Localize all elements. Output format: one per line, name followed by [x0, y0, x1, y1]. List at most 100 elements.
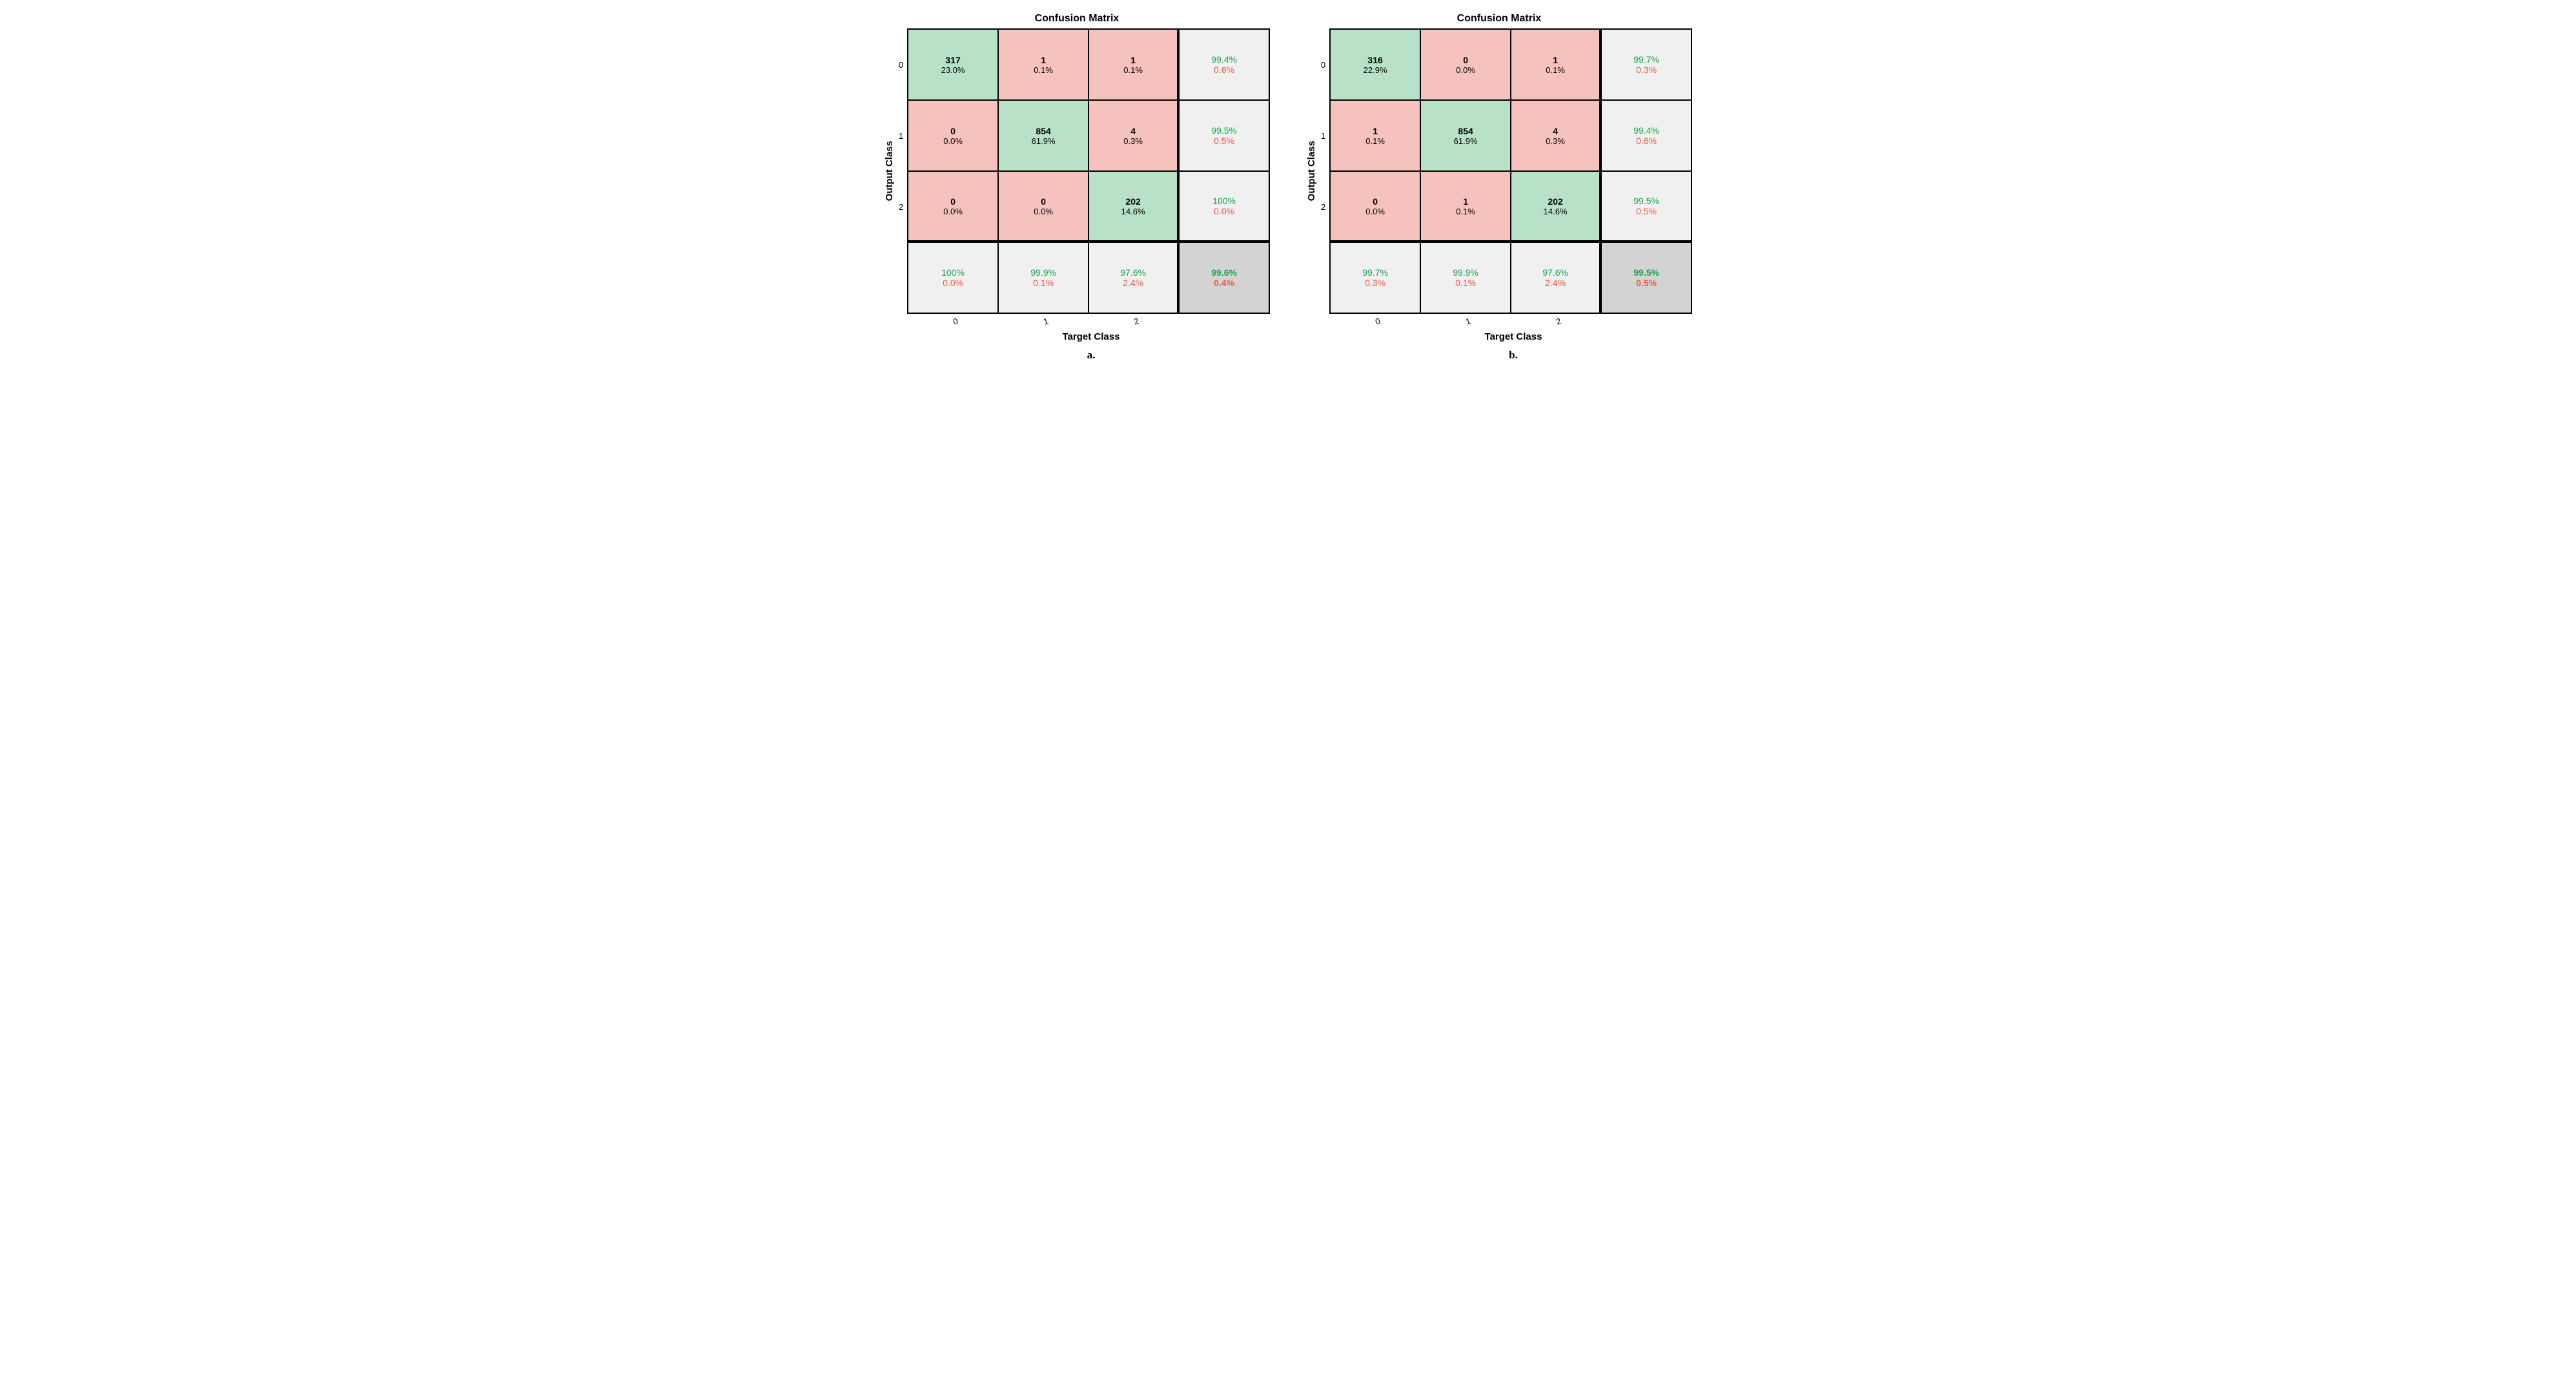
cell-percent: 14.6%: [1121, 207, 1145, 216]
cell-count: 1: [1463, 196, 1468, 207]
matrix-cell: 10.1%: [1511, 29, 1601, 100]
col-summary-correct: 99.9%: [1030, 267, 1056, 278]
matrix-cell: 00.0%: [908, 100, 998, 171]
row-summary-cell: 99.4%0.6%: [1601, 100, 1692, 171]
below-area: 0 1 2 . Target Class a.: [910, 314, 1272, 362]
matrix-cell: 20214.6%: [1089, 171, 1179, 242]
y-tick-0: 0: [899, 29, 907, 100]
y-axis-label: Output Class: [884, 141, 895, 201]
cell-count: 316: [1367, 55, 1382, 65]
cell-count: 202: [1548, 196, 1562, 207]
cell-count: 4: [1553, 126, 1558, 136]
cell-percent: 0.3%: [1546, 136, 1565, 146]
matrix-cell: 10.1%: [1420, 171, 1511, 242]
cell-percent: 0.1%: [1546, 65, 1565, 75]
cell-percent: 0.1%: [1034, 65, 1053, 75]
matrix-grid: 31723.0%10.1%10.1%99.4%0.6%00.0%85461.9%…: [907, 28, 1270, 314]
cell-percent: 0.3%: [1123, 136, 1143, 146]
row-summary-correct: 99.5%: [1211, 125, 1237, 136]
subplot-label: a.: [1087, 349, 1096, 362]
chart-title: Confusion Matrix: [1457, 13, 1542, 25]
plot-area: Output Class 0 1 2 . 31622.9%00.0%10.1%9…: [1306, 28, 1692, 314]
cell-percent: 0.0%: [1034, 207, 1053, 216]
cell-percent: 0.0%: [1365, 207, 1385, 216]
matrix-cell: 40.3%: [1511, 100, 1601, 171]
matrix-cell: 10.1%: [1089, 29, 1179, 100]
y-tick-2: 2: [899, 171, 907, 242]
overall-correct: 99.5%: [1633, 267, 1659, 278]
col-summary-correct: 97.6%: [1120, 267, 1146, 278]
cell-count: 854: [1036, 126, 1050, 136]
matrix-cell: 00.0%: [1330, 171, 1420, 242]
row-summary-cell: 99.7%0.3%: [1601, 29, 1692, 100]
row-summary-incorrect: 0.0%: [1214, 206, 1234, 216]
row-summary-cell: 100%0.0%: [1179, 171, 1269, 242]
cell-count: 1: [1553, 55, 1558, 65]
col-summary-cell: 97.6%2.4%: [1511, 242, 1601, 313]
row-summary-cell: 99.5%0.5%: [1601, 171, 1692, 242]
row-summary-correct: 100%: [1212, 196, 1236, 206]
overall-correct: 99.6%: [1211, 267, 1237, 278]
cell-percent: 0.0%: [943, 207, 963, 216]
matrix-cell: 00.0%: [998, 171, 1089, 242]
cell-percent: 61.9%: [1454, 136, 1478, 146]
row-summary-cell: 99.5%0.5%: [1179, 100, 1269, 171]
col-summary-cell: 97.6%2.4%: [1089, 242, 1179, 313]
col-summary-incorrect: 2.4%: [1545, 278, 1566, 288]
cell-count: 0: [1463, 55, 1468, 65]
col-summary-correct: 99.9%: [1453, 267, 1478, 278]
row-summary-correct: 99.4%: [1633, 125, 1659, 136]
cell-count: 1: [1130, 55, 1136, 65]
cell-percent: 23.0%: [941, 65, 965, 75]
row-summary-correct: 99.7%: [1633, 54, 1659, 65]
col-summary-incorrect: 0.0%: [943, 278, 963, 288]
row-summary-cell: 99.4%0.6%: [1179, 29, 1269, 100]
overall-accuracy-cell: 99.6%0.4%: [1179, 242, 1269, 313]
matrix-cell: 40.3%: [1089, 100, 1179, 171]
matrix-grid: 31622.9%00.0%10.1%99.7%0.3%10.1%85461.9%…: [1329, 28, 1692, 314]
matrix-cell: 31723.0%: [908, 29, 998, 100]
chart-title: Confusion Matrix: [1035, 13, 1119, 25]
x-ticks: 0 1 2 .: [910, 316, 1272, 326]
cell-count: 1: [1373, 126, 1378, 136]
cell-percent: 0.1%: [1365, 136, 1385, 146]
matrix-cell: 20214.6%: [1511, 171, 1601, 242]
y-tick-1: 1: [1321, 100, 1329, 171]
cell-count: 317: [945, 55, 960, 65]
col-summary-incorrect: 0.1%: [1455, 278, 1476, 288]
matrix-cell: 10.1%: [1330, 100, 1420, 171]
col-summary-incorrect: 2.4%: [1123, 278, 1143, 288]
confusion-matrix-a: Confusion Matrix Output Class 0 1 2 . 31…: [882, 13, 1272, 362]
cell-count: 202: [1125, 196, 1140, 207]
cell-count: 0: [1373, 196, 1378, 207]
cell-count: 0: [950, 196, 956, 207]
y-tick-2: 2: [1321, 171, 1329, 242]
cell-percent: 22.9%: [1364, 65, 1387, 75]
col-summary-cell: 99.9%0.1%: [1420, 242, 1511, 313]
y-ticks: 0 1 2 .: [899, 29, 907, 313]
cell-percent: 0.0%: [943, 136, 963, 146]
cell-count: 4: [1130, 126, 1136, 136]
col-summary-incorrect: 0.1%: [1033, 278, 1054, 288]
overall-accuracy-cell: 99.5%0.5%: [1601, 242, 1692, 313]
row-summary-incorrect: 0.5%: [1636, 206, 1657, 216]
x-ticks: 0 1 2 .: [1333, 316, 1694, 326]
row-summary-incorrect: 0.6%: [1214, 65, 1234, 75]
y-tick-1: 1: [899, 100, 907, 171]
matrix-cell: 85461.9%: [998, 100, 1089, 171]
row-summary-incorrect: 0.3%: [1636, 65, 1657, 75]
subplot-label: b.: [1509, 349, 1518, 362]
cell-count: 0: [1041, 196, 1046, 207]
cell-percent: 14.6%: [1544, 207, 1568, 216]
y-ticks: 0 1 2 .: [1321, 29, 1329, 313]
col-summary-correct: 97.6%: [1542, 267, 1568, 278]
col-summary-cell: 99.7%0.3%: [1330, 242, 1420, 313]
below-area: 0 1 2 . Target Class b.: [1333, 314, 1694, 362]
cell-percent: 61.9%: [1032, 136, 1056, 146]
cell-percent: 0.0%: [1456, 65, 1475, 75]
overall-incorrect: 0.5%: [1636, 278, 1657, 288]
plot-area: Output Class 0 1 2 . 31723.0%10.1%10.1%9…: [884, 28, 1270, 314]
cell-count: 1: [1041, 55, 1046, 65]
matrix-cell: 10.1%: [998, 29, 1089, 100]
confusion-matrix-b: Confusion Matrix Output Class 0 1 2 . 31…: [1304, 13, 1694, 362]
